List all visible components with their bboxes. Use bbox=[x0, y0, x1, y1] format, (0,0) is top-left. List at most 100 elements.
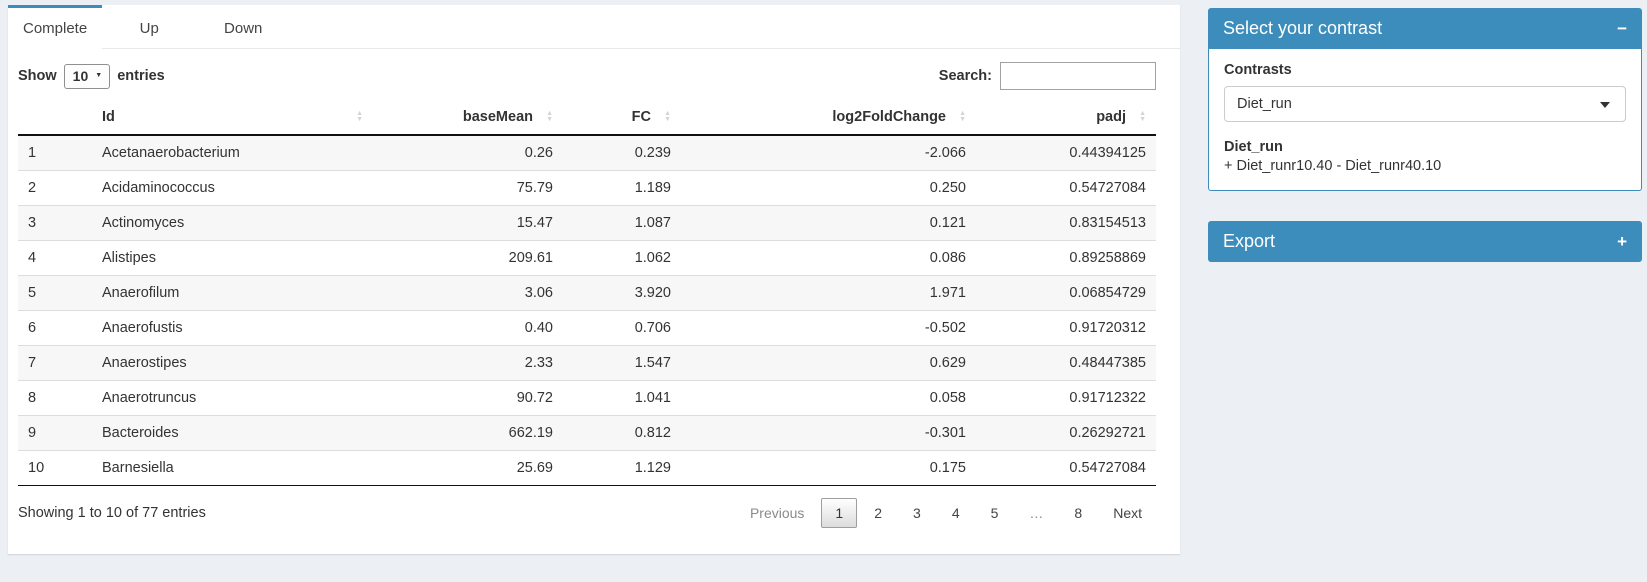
contrasts-label: Contrasts bbox=[1224, 62, 1292, 78]
pagination-page-1[interactable]: 1 bbox=[821, 498, 858, 528]
pagination-next[interactable]: Next bbox=[1099, 498, 1156, 528]
cell-FC: 1.062 bbox=[563, 240, 681, 276]
cell-baseMean: 0.40 bbox=[373, 310, 563, 346]
cell-padj: 0.54727084 bbox=[976, 450, 1156, 486]
column-header-label: Id bbox=[102, 109, 115, 125]
cell-Id: Acidaminococcus bbox=[92, 170, 373, 206]
cell-baseMean: 90.72 bbox=[373, 380, 563, 416]
cell-Id: Actinomyces bbox=[92, 205, 373, 241]
tab-up[interactable]: Up bbox=[102, 5, 197, 49]
collapse-icon[interactable]: − bbox=[1617, 19, 1627, 38]
pagination-page-8[interactable]: 8 bbox=[1060, 498, 1096, 528]
page-length-suffix: entries bbox=[117, 68, 165, 84]
pagination-page-5[interactable]: 5 bbox=[977, 498, 1013, 528]
cell-Id: Alistipes bbox=[92, 240, 373, 276]
table-row: 5 Anaerofilum 3.06 3.920 1.971 0.06854729 bbox=[18, 275, 1156, 311]
cell-Id: Bacteroides bbox=[92, 415, 373, 451]
cell-row-number: 6 bbox=[18, 310, 92, 346]
tab-content-complete: Show 10 ▼ entries Search: Id ▲ ▼ baseMean ▲ ▼… bbox=[8, 49, 1180, 540]
cell-baseMean: 25.69 bbox=[373, 450, 563, 486]
cell-log2FoldChange: 0.121 bbox=[681, 205, 976, 241]
contrast-box-header: Select your contrast − bbox=[1208, 8, 1642, 49]
pagination-previous[interactable]: Previous bbox=[736, 498, 818, 528]
cell-padj: 0.26292721 bbox=[976, 415, 1156, 451]
page-length-select[interactable]: 10 ▼ bbox=[63, 63, 111, 89]
cell-FC: 1.189 bbox=[563, 170, 681, 206]
pagination-page-4[interactable]: 4 bbox=[938, 498, 974, 528]
tab-complete[interactable]: Complete bbox=[8, 5, 103, 49]
cell-log2FoldChange: 0.629 bbox=[681, 345, 976, 381]
cell-baseMean: 15.47 bbox=[373, 205, 563, 241]
cell-baseMean: 0.26 bbox=[524, 145, 553, 161]
cell-row-number: 7 bbox=[18, 345, 92, 381]
page: Complete Up Down Show 10 ▼ entries Search: bbox=[8, 5, 1642, 554]
table-body: 1 Acetanaerobacterium 0.26 0.239 -2.066 0.443… bbox=[18, 135, 1156, 486]
column-header-label: baseMean bbox=[462, 109, 533, 125]
cell-baseMean: 662.19 bbox=[373, 415, 563, 451]
pagination-page-2[interactable]: 2 bbox=[860, 498, 896, 528]
contrast-name: Diet_run bbox=[1224, 139, 1283, 155]
pagination: Previous 1 2 3 4 5 … 8 Next bbox=[733, 498, 1156, 528]
caret-down-icon bbox=[1600, 102, 1610, 108]
cell-row-number: 5 bbox=[18, 275, 92, 311]
search-input[interactable] bbox=[1000, 62, 1156, 90]
sort-icon: ▲ ▼ bbox=[1139, 110, 1146, 123]
table-row: 10 Barnesiella 25.69 1.129 0.175 0.54727084 bbox=[18, 450, 1156, 486]
cell-FC: 0.812 bbox=[563, 415, 681, 451]
cell-Id: Acetanaerobacterium bbox=[102, 145, 240, 161]
contrast-formula: + Diet_runr10.40 - Diet_runr40.10 bbox=[1224, 158, 1442, 174]
page-length-control: Show 10 ▼ entries bbox=[18, 63, 165, 89]
search-label: Search: bbox=[938, 68, 992, 84]
sort-icon: ▲ ▼ bbox=[664, 110, 671, 123]
cell-log2FoldChange: 0.175 bbox=[681, 450, 976, 486]
column-header-FC[interactable]: FC ▲ ▼ bbox=[563, 100, 681, 136]
cell-baseMean: 75.79 bbox=[373, 170, 563, 206]
sidebar-column: Select your contrast − Contrasts Diet_ru… bbox=[1208, 5, 1642, 554]
table-row: 7 Anaerostipes 2.33 1.547 0.629 0.48447385 bbox=[18, 345, 1156, 381]
cell-row-number: 1 bbox=[28, 145, 37, 161]
column-header-Id[interactable]: Id ▲ ▼ bbox=[92, 100, 373, 136]
cell-log2FoldChange: 0.086 bbox=[681, 240, 976, 276]
results-table: Id ▲ ▼ baseMean ▲ ▼ FC ▲ ▼ log2FoldChange ▲ ▼ padj ▲ ▼… bbox=[18, 100, 1156, 486]
cell-row-number: 3 bbox=[18, 205, 92, 241]
pagination-page-3[interactable]: 3 bbox=[899, 498, 935, 528]
contrast-box-body: Contrasts Diet_run Diet_run + Diet_runr1… bbox=[1208, 49, 1642, 191]
tab-down[interactable]: Down bbox=[196, 5, 291, 49]
tab-list: Complete Up Down bbox=[8, 5, 1180, 49]
contrast-box-title: Select your contrast bbox=[1223, 18, 1383, 38]
cell-Id: Anaerofilum bbox=[92, 275, 373, 311]
cell-Id: Anaerotruncus bbox=[92, 380, 373, 416]
expand-icon[interactable]: + bbox=[1617, 232, 1627, 251]
cell-FC: 0.239 bbox=[634, 145, 671, 161]
column-header-label: padj bbox=[1096, 109, 1126, 125]
contrast-select[interactable]: Diet_run bbox=[1224, 86, 1626, 122]
contrast-select-value: Diet_run bbox=[1237, 96, 1292, 112]
column-header-log2FoldChange[interactable]: log2FoldChange ▲ ▼ bbox=[681, 100, 976, 136]
cell-log2FoldChange: -2.066 bbox=[924, 145, 966, 161]
cell-FC: 3.920 bbox=[563, 275, 681, 311]
cell-log2FoldChange: -0.301 bbox=[681, 415, 976, 451]
table-row: 6 Anaerofustis 0.40 0.706 -0.502 0.91720312 bbox=[18, 310, 1156, 346]
column-header-padj[interactable]: padj ▲ ▼ bbox=[976, 100, 1156, 136]
sort-icon: ▲ ▼ bbox=[356, 110, 363, 123]
cell-padj: 0.06854729 bbox=[976, 275, 1156, 311]
cell-padj: 0.89258869 bbox=[976, 240, 1156, 276]
column-header-baseMean[interactable]: baseMean ▲ ▼ bbox=[373, 100, 563, 136]
table-head: Id ▲ ▼ baseMean ▲ ▼ FC ▲ ▼ log2FoldChange ▲ ▼ padj ▲ ▼ bbox=[18, 100, 1156, 136]
cell-Id: Barnesiella bbox=[92, 450, 373, 486]
cell-row-number: 8 bbox=[18, 380, 92, 416]
cell-baseMean: 209.61 bbox=[373, 240, 563, 276]
page-length-value: 10 bbox=[72, 67, 89, 84]
table-row: 4 Alistipes 209.61 1.062 0.086 0.89258869 bbox=[18, 240, 1156, 276]
table-row: 9 Bacteroides 662.19 0.812 -0.301 0.26292721 bbox=[18, 415, 1156, 451]
cell-FC: 0.706 bbox=[563, 310, 681, 346]
cell-row-number: 9 bbox=[18, 415, 92, 451]
sort-icon: ▲ ▼ bbox=[546, 110, 553, 123]
cell-row-number: 10 bbox=[18, 450, 92, 486]
table-row: 8 Anaerotruncus 90.72 1.041 0.058 0.91712322 bbox=[18, 380, 1156, 416]
cell-log2FoldChange: 0.058 bbox=[681, 380, 976, 416]
cell-padj: 0.91720312 bbox=[976, 310, 1156, 346]
cell-Id: Anaerofustis bbox=[92, 310, 373, 346]
table-row: 1 Acetanaerobacterium 0.26 0.239 -2.066 0.443… bbox=[18, 135, 1156, 171]
cell-row-number: 2 bbox=[18, 170, 92, 206]
